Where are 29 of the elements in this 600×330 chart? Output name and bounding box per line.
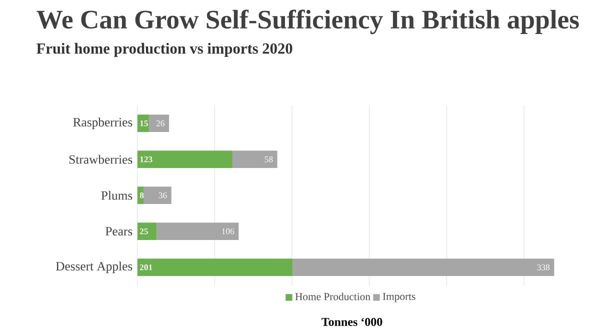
data-label: 106	[222, 228, 234, 234]
data-label: 123	[140, 156, 152, 162]
data-label: 25	[140, 228, 148, 234]
bar	[232, 150, 278, 168]
x-axis-title: Tonnes ‘000	[322, 318, 382, 326]
legend-label: Imports	[382, 292, 416, 302]
y-tick-label: Plums	[101, 190, 132, 200]
data-label: 58	[264, 156, 273, 162]
data-label: 338	[537, 264, 550, 270]
data-label: 15	[140, 120, 148, 126]
y-tick-label: Strawberries	[69, 154, 132, 164]
data-label: 36	[158, 192, 167, 198]
bar	[137, 114, 149, 132]
bar	[137, 150, 232, 168]
bar	[148, 114, 170, 132]
data-label: 201	[140, 264, 152, 270]
legend-label: Home Production	[295, 292, 370, 300]
data-label: 8	[140, 192, 144, 198]
data-label: 26	[156, 120, 165, 126]
y-tick-label: Raspberries	[73, 117, 132, 129]
y-tick-label: Dessert Apples	[56, 261, 132, 273]
bar	[137, 258, 293, 276]
y-tick-label: Pears	[106, 226, 132, 236]
bar	[156, 222, 239, 240]
bar	[292, 258, 554, 276]
bar	[144, 186, 172, 204]
chart-title: We Can Grow Self-Sufficiency In British apples	[36, 9, 579, 34]
bar	[137, 222, 157, 240]
chart-subtitle: Fruit home production vs imports 2020	[36, 42, 292, 57]
